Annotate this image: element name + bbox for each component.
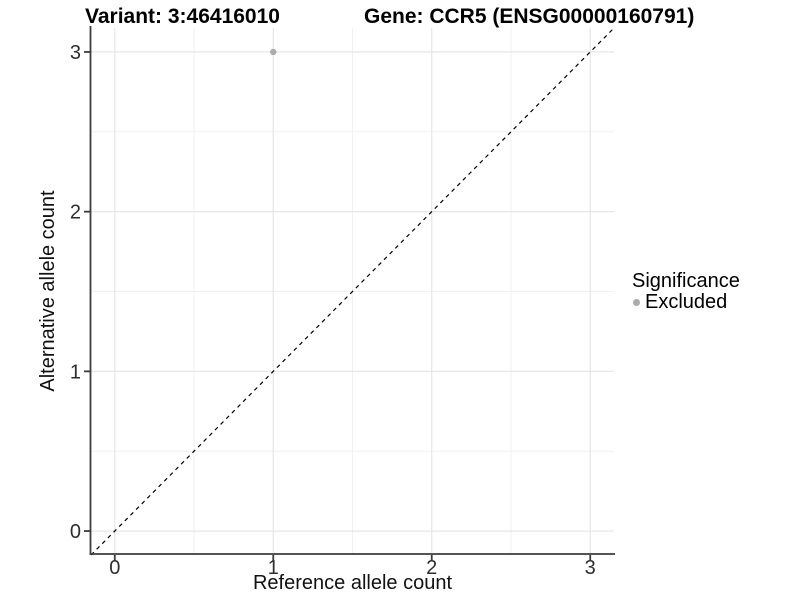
excluded-point-icon bbox=[633, 298, 640, 306]
gene-title: Gene: CCR5 (ENSG00000160791) bbox=[364, 5, 695, 28]
y-tick-label: 1 bbox=[70, 361, 81, 383]
x-axis-title: Reference allele count bbox=[252, 572, 452, 594]
legend: Significance Excluded bbox=[632, 270, 740, 313]
y-axis-title: Alternative allele count bbox=[37, 190, 59, 392]
y-tick-label: 3 bbox=[70, 42, 81, 64]
x-tick-label: 1 bbox=[268, 557, 279, 579]
variant-title: Variant: 3:46416010 bbox=[85, 5, 280, 28]
y-tick-label: 2 bbox=[70, 202, 81, 224]
x-tick-label: 0 bbox=[109, 557, 120, 579]
x-tick-label: 3 bbox=[585, 557, 596, 579]
data-point bbox=[270, 48, 277, 56]
y-tick-label: 0 bbox=[70, 521, 81, 543]
identity-reference-line bbox=[90, 27, 615, 556]
legend-entry-excluded: Excluded bbox=[632, 291, 740, 313]
x-tick-label: 2 bbox=[426, 557, 437, 579]
legend-title: Significance bbox=[632, 270, 740, 292]
legend-entry-label: Excluded bbox=[645, 291, 728, 313]
